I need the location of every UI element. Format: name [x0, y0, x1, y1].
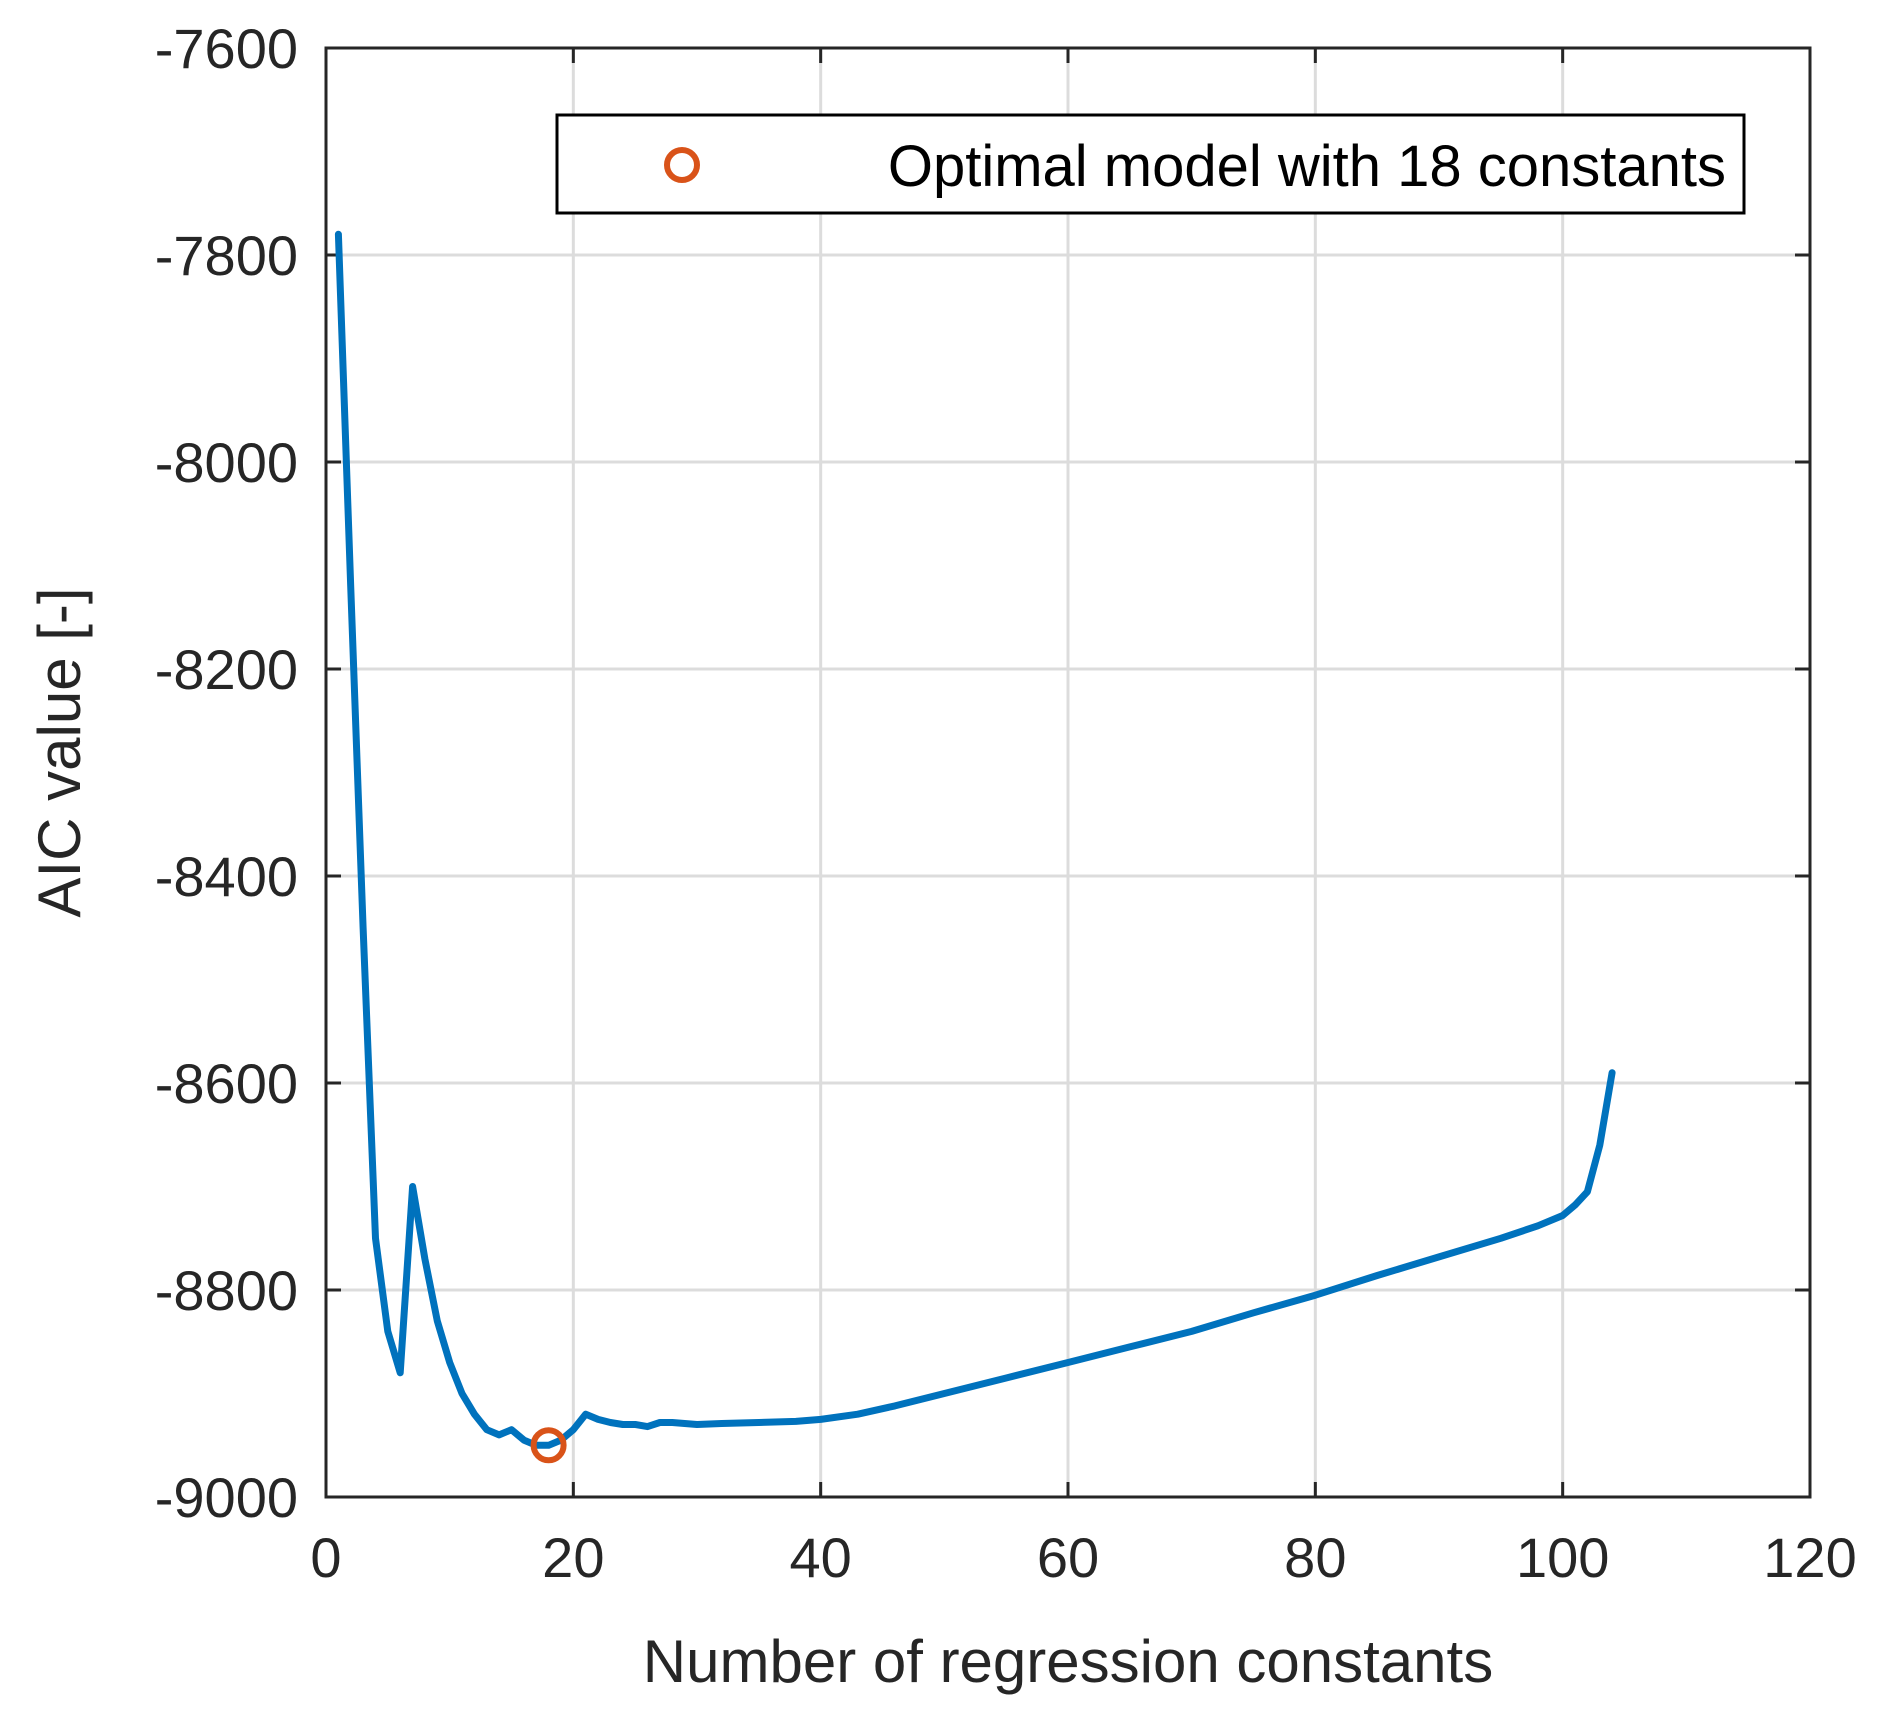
x-tick-label: 60 — [1037, 1526, 1099, 1589]
x-tick-label: 120 — [1763, 1526, 1856, 1589]
optimal-model-marker — [530, 1427, 567, 1464]
marker-group — [530, 1427, 567, 1464]
series-group — [334, 230, 1616, 1449]
legend-marker-circle-icon — [664, 147, 700, 183]
x-tick-label: 80 — [1284, 1526, 1346, 1589]
y-tick-label: -8400 — [155, 845, 298, 908]
plot-frame — [324, 46, 1812, 1499]
y-tick-labels: -7600 -7800 -8000 -8200 -8400 -8600 -8800 -9000 — [155, 17, 298, 1529]
legend: Optimal model with 18 constants — [555, 113, 1746, 215]
legend-label: Optimal model with 18 constants — [888, 134, 1726, 199]
y-tick-label: -8200 — [155, 638, 298, 701]
x-tick-labels: 0 20 40 60 80 100 120 — [310, 1526, 1856, 1589]
y-axis-title: AIC value [-] — [26, 587, 93, 917]
y-tick-label: -8800 — [155, 1259, 298, 1322]
x-tick-label: 20 — [542, 1526, 604, 1589]
x-tick-label: 0 — [310, 1526, 341, 1589]
x-tick-label: 100 — [1516, 1526, 1609, 1589]
x-axis-title: Number of regression constants — [643, 1628, 1493, 1695]
y-tick-label: -7600 — [155, 17, 298, 80]
legend-box — [555, 113, 1746, 215]
x-tick-label: 40 — [790, 1526, 852, 1589]
y-tick-label: -7800 — [155, 224, 298, 287]
y-tick-label: -8000 — [155, 431, 298, 494]
y-tick-label: -8600 — [155, 1052, 298, 1115]
series-line — [334, 230, 1616, 1449]
y-tick-label: -9000 — [155, 1466, 298, 1529]
